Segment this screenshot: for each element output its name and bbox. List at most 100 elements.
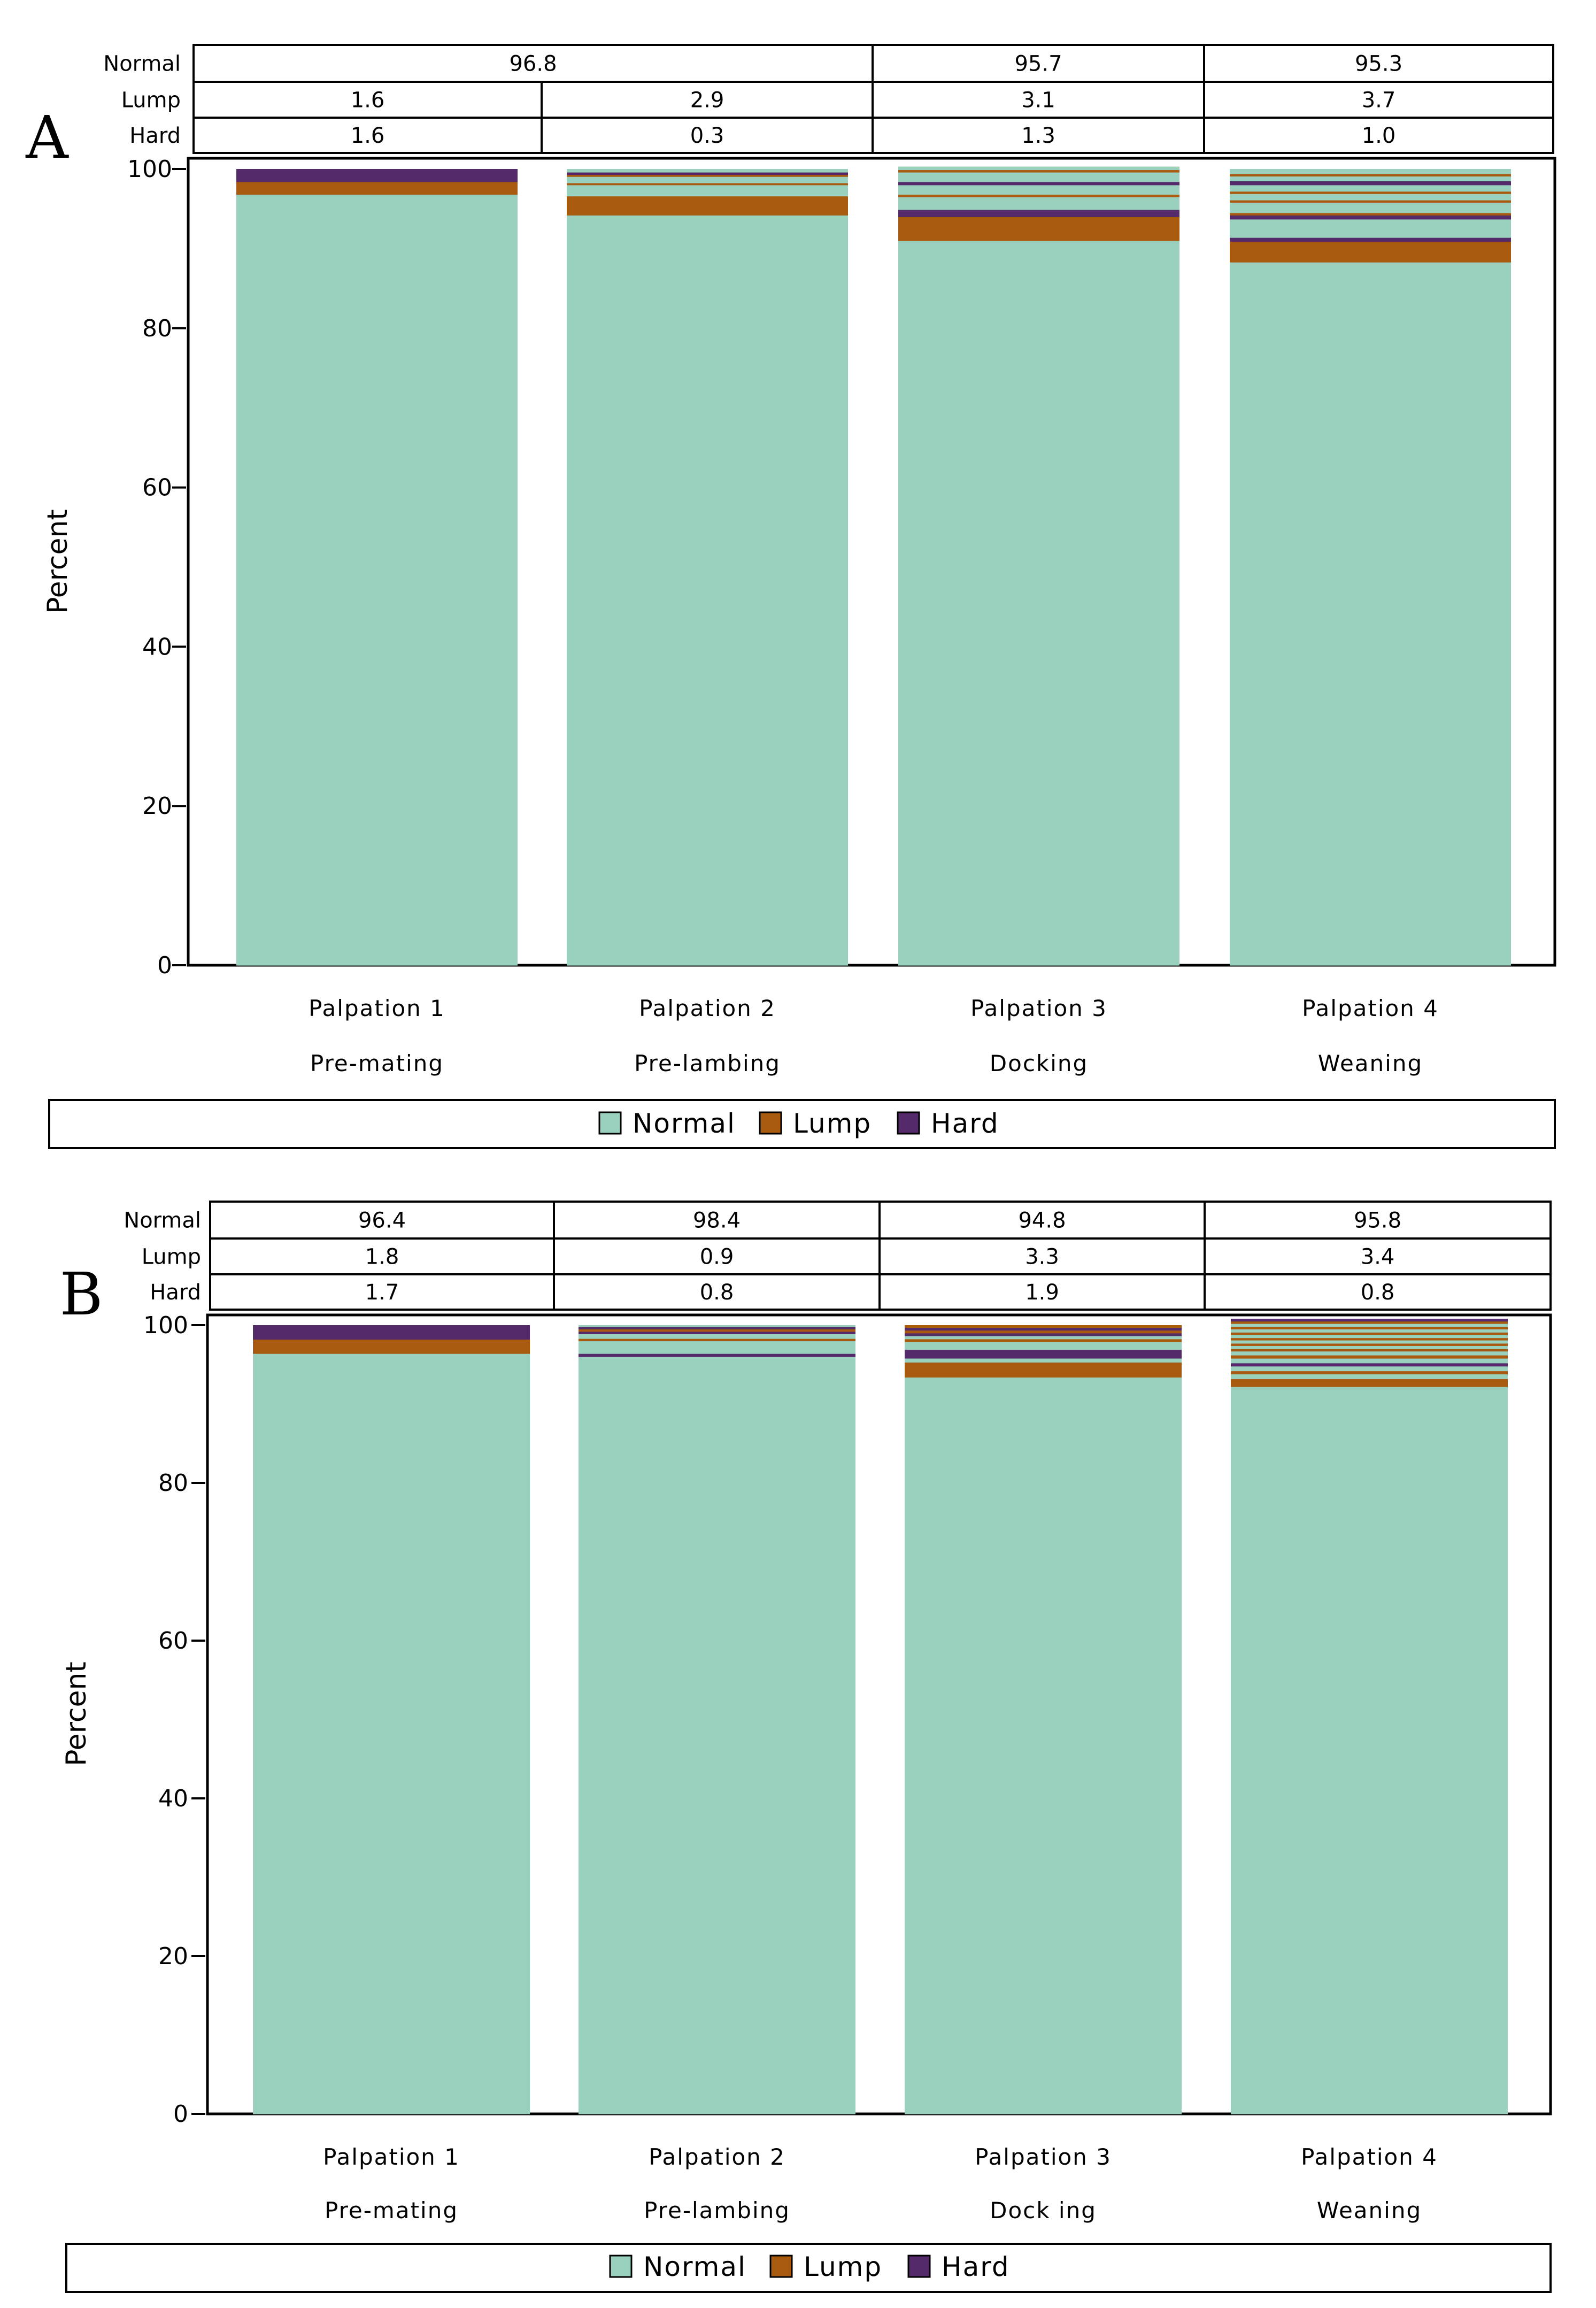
x-category-sublabel: Dock ing [990,2197,1097,2224]
x-category-label: Palpation 2 [649,2144,785,2170]
legend-label-lump: Lump [804,2251,882,2282]
y-tick-label: 80 [142,315,172,342]
table-row-label-hard: Hard [129,124,181,148]
bar-segment-hard [1230,215,1511,220]
x-category-sublabel: Weaning [1317,2197,1422,2224]
panel-label: B [60,1260,103,1328]
bar-palpation-3 [905,1325,1182,2114]
table-cell-hard: 1.0 [1362,124,1396,148]
bar-segment-normal [898,166,1179,171]
table-row-label-lump: Lump [142,1245,201,1270]
table-cell-hard: 1.7 [365,1280,399,1305]
bar-segment-normal [1230,202,1511,213]
bar-segment-lump [567,183,848,186]
legend-swatch-hard [907,2255,931,2278]
x-category-sublabel: Weaning [1318,1050,1423,1076]
y-tick-label: 20 [158,1943,188,1970]
bar-segment-normal [898,172,1179,182]
legend-label-normal: Normal [633,1108,736,1139]
bar-segment-hard [1231,1319,1508,1322]
legend-label-hard: Hard [931,1108,999,1139]
x-category-sublabel: Pre-mating [325,2197,458,2224]
bar-segment-lump [1231,1326,1508,1329]
bar-segment-normal [1230,262,1511,966]
bar-segment-lump [1231,1349,1508,1352]
legend-label-normal: Normal [643,2251,746,2282]
chart-panel-b: B Normal 96.4 98.4 94.8 95.8 Lump 1.8 0.9 3.3 3.4 H… [60,1201,1552,2293]
legend-swatch-lump [759,1111,782,1135]
table-cell-hard: 0.8 [1361,1280,1395,1305]
x-category-label: Palpation 3 [970,995,1107,1021]
bar-segment-normal [1231,1345,1508,1349]
bar-palpation-1 [236,169,518,966]
table-cell-normal: 95.7 [1014,52,1062,76]
bar-segment-normal [579,1334,855,1339]
bar-segment-lump [236,181,518,195]
bar-palpation-2 [579,1325,855,2114]
y-axis-label: Percent [42,509,74,614]
bar-palpation-4 [1231,1319,1508,2114]
y-tick-label: 100 [127,156,172,183]
bar-segment-lump [1231,1332,1508,1335]
table-cell-lump: 3.7 [1362,88,1396,113]
bar-segment-hard [579,1326,855,1329]
bar-segment-hard [1230,181,1511,186]
table-cell-lump: 1.6 [351,88,385,113]
table-cell-lump: 3.1 [1021,88,1055,113]
x-category-label: Palpation 4 [1302,995,1439,1021]
table-cell-normal: 98.4 [693,1209,741,1233]
bar-segment-normal [898,184,1179,195]
bar-segment-lump [1231,1379,1508,1387]
legend-box [48,1099,1556,1149]
bar-segment-normal [579,1325,855,1327]
bar-segment-lump [905,1338,1182,1342]
chart-panel-a: A Normal 96.8 95.7 95.3 Lump 1.6 2.9 3.1 3.7 Hard 1… [25,44,1556,1149]
bar-segment-lump [579,1338,855,1342]
bar-segment-normal [905,1377,1182,2114]
x-category-sublabel: Docking [990,1050,1088,1076]
table-cell-lump: 0.9 [700,1245,734,1270]
y-tick-label: 60 [142,474,172,502]
bar-segment-hard [253,1325,530,1340]
legend: Normal Lump Hard [65,2243,1552,2293]
bar-segment-hard [905,1333,1182,1336]
bar-segment-hard [1230,237,1511,242]
table-cell-normal: 95.3 [1355,52,1402,76]
summary-table: Normal 96.8 95.7 95.3 Lump 1.6 2.9 3.1 3.7 Hard 1.… [103,44,1554,154]
bar-segment-normal [567,184,848,197]
bar-segment-hard [567,172,848,175]
bar-segment-lump [579,1329,855,1332]
y-tick-label: 60 [158,1627,188,1655]
x-category-label: Palpation 1 [323,2144,460,2170]
table-cell-normal: 94.8 [1018,1209,1066,1233]
bar-segment-normal [1230,184,1511,192]
x-category-sublabel: Pre-mating [310,1050,444,1076]
bar-segment-normal [1231,1334,1508,1338]
bar-segment-lump [1230,173,1511,177]
table-cell-hard: 1.3 [1021,124,1055,148]
x-category-sublabel: Pre-lambing [634,1050,781,1076]
bar-segment-hard [579,1353,855,1357]
bar-segment-hard [236,169,518,182]
y-axis: 0 20 40 60 80 100 [143,1312,205,2128]
bar-palpation-3 [898,166,1179,966]
bar-segment-lump [898,170,1179,173]
table-cell-normal: 96.4 [358,1209,406,1233]
bar-segment-lump [1231,1355,1508,1359]
bar-segment-lump [1231,1321,1508,1324]
bar-segment-lump [567,174,848,177]
x-category-label: Palpation 3 [975,2144,1112,2170]
legend-box [65,2243,1552,2293]
bar-segment-lump [1231,1337,1508,1341]
bar-segment-lump [905,1330,1182,1334]
bar-segment-lump [1230,200,1511,203]
bar-segment-hard [905,1327,1182,1331]
bar-segment-normal [567,169,848,173]
bar-segment-normal [567,215,848,966]
x-category-label: Palpation 4 [1301,2144,1438,2170]
table-cell-hard: 1.6 [351,124,385,148]
bar-segment-lump [898,217,1179,241]
table-cell-normal: 95.8 [1354,1209,1401,1233]
bar-segment-normal [253,1353,530,2114]
bar-segment-lump [905,1362,1182,1378]
